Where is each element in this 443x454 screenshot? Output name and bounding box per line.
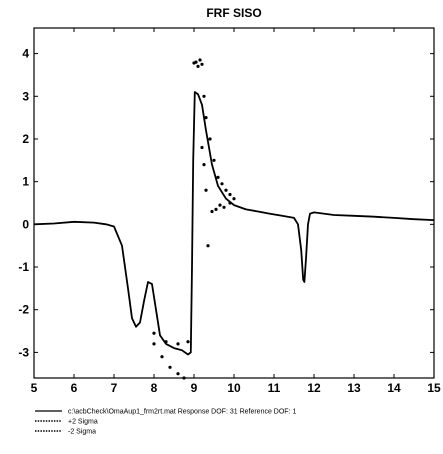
plus-sigma-point: [194, 60, 198, 64]
plot-frame: [33, 27, 435, 379]
minus-sigma-point: [210, 209, 214, 214]
x-tick-label: 12: [307, 381, 321, 395]
y-tick-label: 2: [22, 132, 29, 146]
plus-sigma-point: [208, 137, 212, 141]
y-tick-label: 0: [22, 217, 29, 231]
plus-sigma-point: [228, 192, 232, 197]
x-tick-label: 7: [111, 381, 118, 395]
chart-title: FRF SISO: [206, 6, 261, 20]
minus-sigma-point: [152, 342, 156, 346]
plus-sigma-point: [216, 175, 220, 179]
x-tick-label: 10: [227, 381, 241, 395]
plus-sigma-point: [212, 158, 216, 162]
x-tick-label: 5: [31, 381, 38, 395]
plus-sigma-point: [224, 188, 228, 192]
minus-sigma-point: [176, 372, 180, 376]
minus-sigma-point: [200, 145, 204, 150]
minus-sigma-point: [206, 244, 210, 248]
minus-sigma-point: [218, 203, 222, 207]
minus-sigma-point: [228, 201, 232, 205]
y-tick-label: -1: [18, 260, 29, 274]
minus-sigma-point: [222, 205, 226, 209]
plus-sigma-point: [202, 94, 206, 98]
x-tick-label: 9: [191, 381, 198, 395]
minus-sigma-point: [160, 355, 164, 359]
x-tick-label: 11: [268, 381, 281, 395]
plus-sigma-point: [198, 58, 202, 62]
x-tick-label: 15: [427, 381, 441, 395]
series-lines: [33, 58, 435, 380]
legend: c:\acbCheck\OmaAup1_frm2rt.mat Response …: [35, 409, 296, 436]
plus-sigma-point: [204, 116, 208, 120]
y-tick-label: -2: [18, 303, 29, 317]
y-tick-label: -3: [18, 345, 29, 359]
plus-sigma-point: [196, 64, 200, 68]
minus-sigma-point: [182, 376, 186, 380]
x-tick-label: 6: [71, 381, 78, 395]
minus-sigma-point: [204, 188, 208, 192]
plus-sigma-point: [232, 197, 236, 201]
y-tick-label: 1: [22, 175, 29, 189]
minus-sigma-point: [202, 163, 206, 167]
y-tick-label: 4: [22, 47, 29, 61]
plus-sigma-point: [164, 340, 168, 344]
plus-sigma-point: [176, 342, 180, 346]
plus-sigma-point: [200, 62, 204, 66]
series-line-frf: [33, 91, 435, 356]
minus-sigma-point: [168, 365, 172, 369]
legend-label: c:\acbCheck\OmaAup1_frm2rt.mat Response …: [68, 409, 296, 416]
plus-sigma-point: [220, 182, 224, 186]
legend-label: +2 Sigma: [68, 419, 98, 426]
x-tick-label: 13: [347, 381, 361, 395]
y-tick-label: 3: [22, 89, 29, 103]
x-tick-label: 8: [151, 381, 158, 395]
x-tick-label: 14: [387, 381, 401, 395]
minus-sigma-point: [214, 207, 218, 211]
plus-sigma-point: [152, 331, 156, 335]
plus-sigma-point: [186, 340, 190, 344]
legend-label: -2 Sigma: [68, 429, 96, 436]
